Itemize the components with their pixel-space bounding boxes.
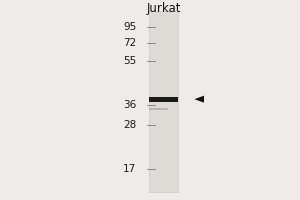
Text: Jurkat: Jurkat (146, 2, 181, 15)
Text: 55: 55 (123, 56, 136, 66)
Text: 28: 28 (123, 120, 136, 130)
Text: 17: 17 (123, 164, 136, 174)
Polygon shape (194, 96, 204, 103)
Bar (149, 108, 168, 110)
Text: 36: 36 (123, 100, 136, 110)
Text: 95: 95 (123, 22, 136, 32)
Bar (149, 11, 178, 192)
Bar (149, 97, 178, 102)
Text: 72: 72 (123, 38, 136, 48)
